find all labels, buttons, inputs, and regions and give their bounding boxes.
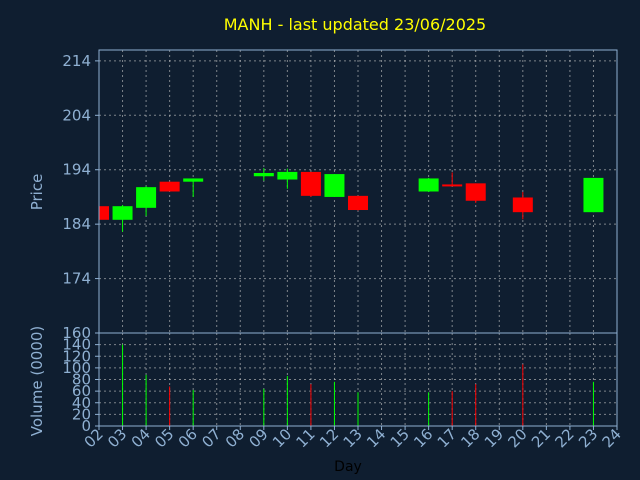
volume-bars bbox=[122, 344, 594, 426]
candle-body bbox=[277, 171, 298, 180]
candle bbox=[512, 192, 533, 220]
candle-body bbox=[136, 187, 157, 208]
volume-tick-label: 160 bbox=[62, 324, 91, 342]
volume-tick-label: 40 bbox=[72, 394, 91, 412]
candle bbox=[300, 171, 321, 197]
candle bbox=[465, 183, 486, 203]
candle bbox=[277, 168, 298, 189]
price-tick-label: 194 bbox=[62, 161, 91, 179]
candle-body bbox=[99, 206, 109, 220]
volume-tick-label: 100 bbox=[62, 359, 91, 377]
volume-tick-label: 20 bbox=[72, 405, 91, 423]
price-tick-label: 174 bbox=[62, 270, 91, 288]
candle-body bbox=[159, 181, 180, 192]
price-tick-label: 184 bbox=[62, 215, 91, 233]
candle bbox=[583, 177, 604, 213]
candle-body bbox=[348, 195, 368, 211]
candle bbox=[183, 178, 204, 197]
price-axis-ticks: 214 204 194 184 174 bbox=[62, 52, 99, 288]
candle-body bbox=[253, 172, 274, 177]
candle bbox=[136, 186, 157, 216]
volume-tick-label: 0 bbox=[81, 417, 91, 435]
candle bbox=[324, 174, 345, 197]
candle-body bbox=[183, 178, 204, 182]
volume-tick-label: 140 bbox=[62, 336, 91, 354]
candle-body bbox=[465, 183, 486, 201]
candle-body bbox=[324, 174, 345, 197]
candle-body bbox=[442, 184, 463, 187]
candle-body bbox=[583, 177, 604, 213]
candle bbox=[112, 205, 133, 232]
candle bbox=[98, 205, 109, 221]
price-tick-label: 204 bbox=[62, 106, 91, 124]
volume-tick-label: 80 bbox=[72, 371, 91, 389]
candle-body bbox=[512, 197, 533, 213]
price-grid bbox=[98, 50, 618, 333]
candle bbox=[159, 181, 180, 192]
candle-body bbox=[300, 171, 321, 196]
volume-tick-label: 60 bbox=[72, 382, 91, 400]
price-axis-label: Price bbox=[28, 174, 46, 211]
candle-body bbox=[418, 178, 439, 192]
candle bbox=[442, 172, 463, 187]
chart-title: MANH - last updated 23/06/2025 bbox=[224, 15, 486, 34]
candle bbox=[348, 195, 368, 211]
candle bbox=[253, 168, 274, 181]
price-tick-label: 214 bbox=[62, 52, 91, 70]
volume-tick-label: 120 bbox=[62, 347, 91, 365]
day-axis-label: Day bbox=[334, 459, 362, 475]
volume-axis-label: Volume (0000) bbox=[28, 326, 46, 436]
candle-body bbox=[112, 206, 133, 220]
candle bbox=[418, 177, 439, 193]
day-axis-ticks: 0203040506070809101112131415161718192021… bbox=[81, 425, 625, 451]
